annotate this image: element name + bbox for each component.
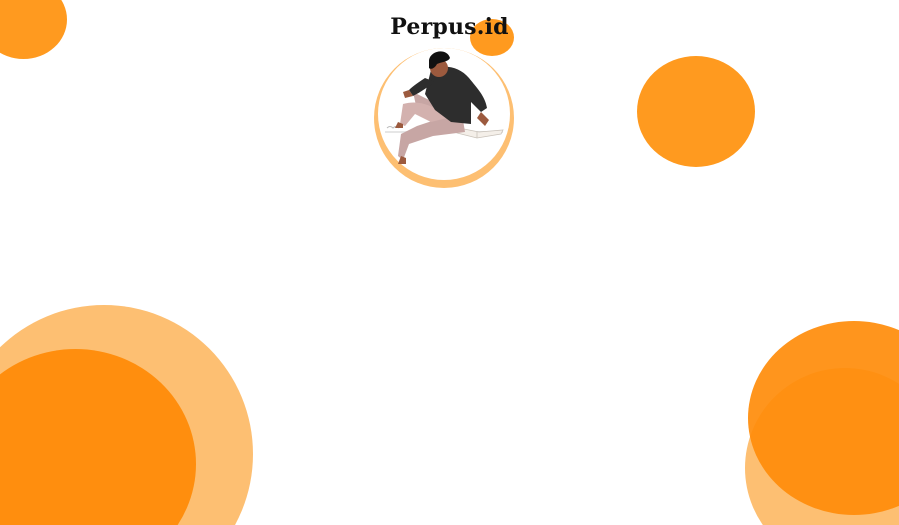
person-reading-illustration xyxy=(374,48,514,188)
decor-circle-top-small xyxy=(470,19,514,56)
brand-title: Perpus.id xyxy=(390,14,509,40)
decor-circle-top-right xyxy=(637,56,755,167)
hero-illustration xyxy=(373,48,515,190)
